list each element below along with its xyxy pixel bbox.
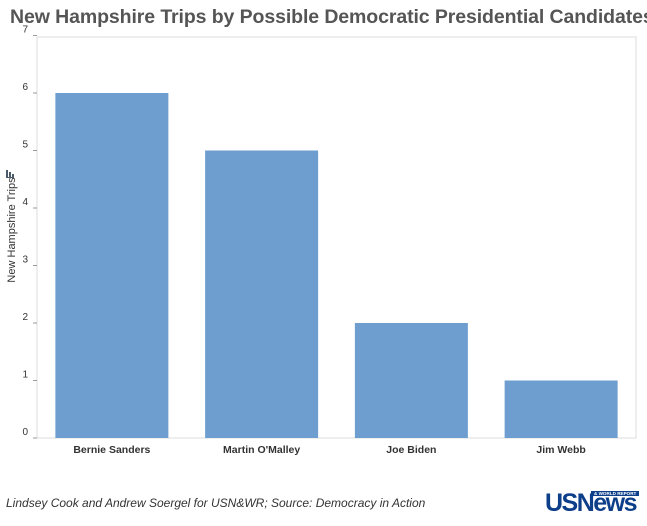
- x-tick-label: Joe Biden: [386, 444, 436, 456]
- y-tick-label: 1: [22, 370, 28, 381]
- y-tick-label: 6: [22, 82, 28, 93]
- bars: [55, 93, 618, 439]
- field-icon[interactable]: [6, 170, 14, 178]
- y-tick-label: 5: [22, 140, 28, 151]
- x-tick-label: Jim Webb: [536, 444, 585, 456]
- y-tick-label: 3: [22, 255, 28, 266]
- bar-martin-o-malley[interactable]: [205, 150, 319, 439]
- source-note: Lindsey Cook and Andrew Soergel for USN&…: [6, 496, 426, 510]
- y-tick-label: 2: [22, 312, 28, 323]
- y-axis: 0 1 2 3 4 5 6 7: [22, 25, 37, 439]
- svg-text:& WORLD REPORT: & WORLD REPORT: [594, 491, 637, 496]
- bar-joe-biden[interactable]: [354, 323, 468, 438]
- x-tick-label: Martin O'Malley: [223, 444, 300, 456]
- x-tick-label: Bernie Sanders: [73, 444, 150, 456]
- plot-area: [36, 36, 637, 439]
- chart-title: New Hampshire Trips by Possible Democrat…: [10, 6, 647, 28]
- usnews-logo: USNews & WORLD REPORT: [545, 489, 641, 515]
- y-tick-label: 0: [22, 427, 28, 438]
- bar-jim-webb[interactable]: [504, 380, 618, 439]
- y-axis-label: New Hampshire Trips: [6, 177, 18, 283]
- y-axis-title: New Hampshire Trips: [6, 170, 18, 283]
- x-axis: Bernie Sanders Martin O'Malley Joe Biden Ji…: [73, 444, 585, 456]
- y-tick-label: 7: [22, 25, 28, 36]
- bar-bernie-sanders[interactable]: [55, 93, 169, 438]
- y-tick-label: 4: [22, 197, 28, 208]
